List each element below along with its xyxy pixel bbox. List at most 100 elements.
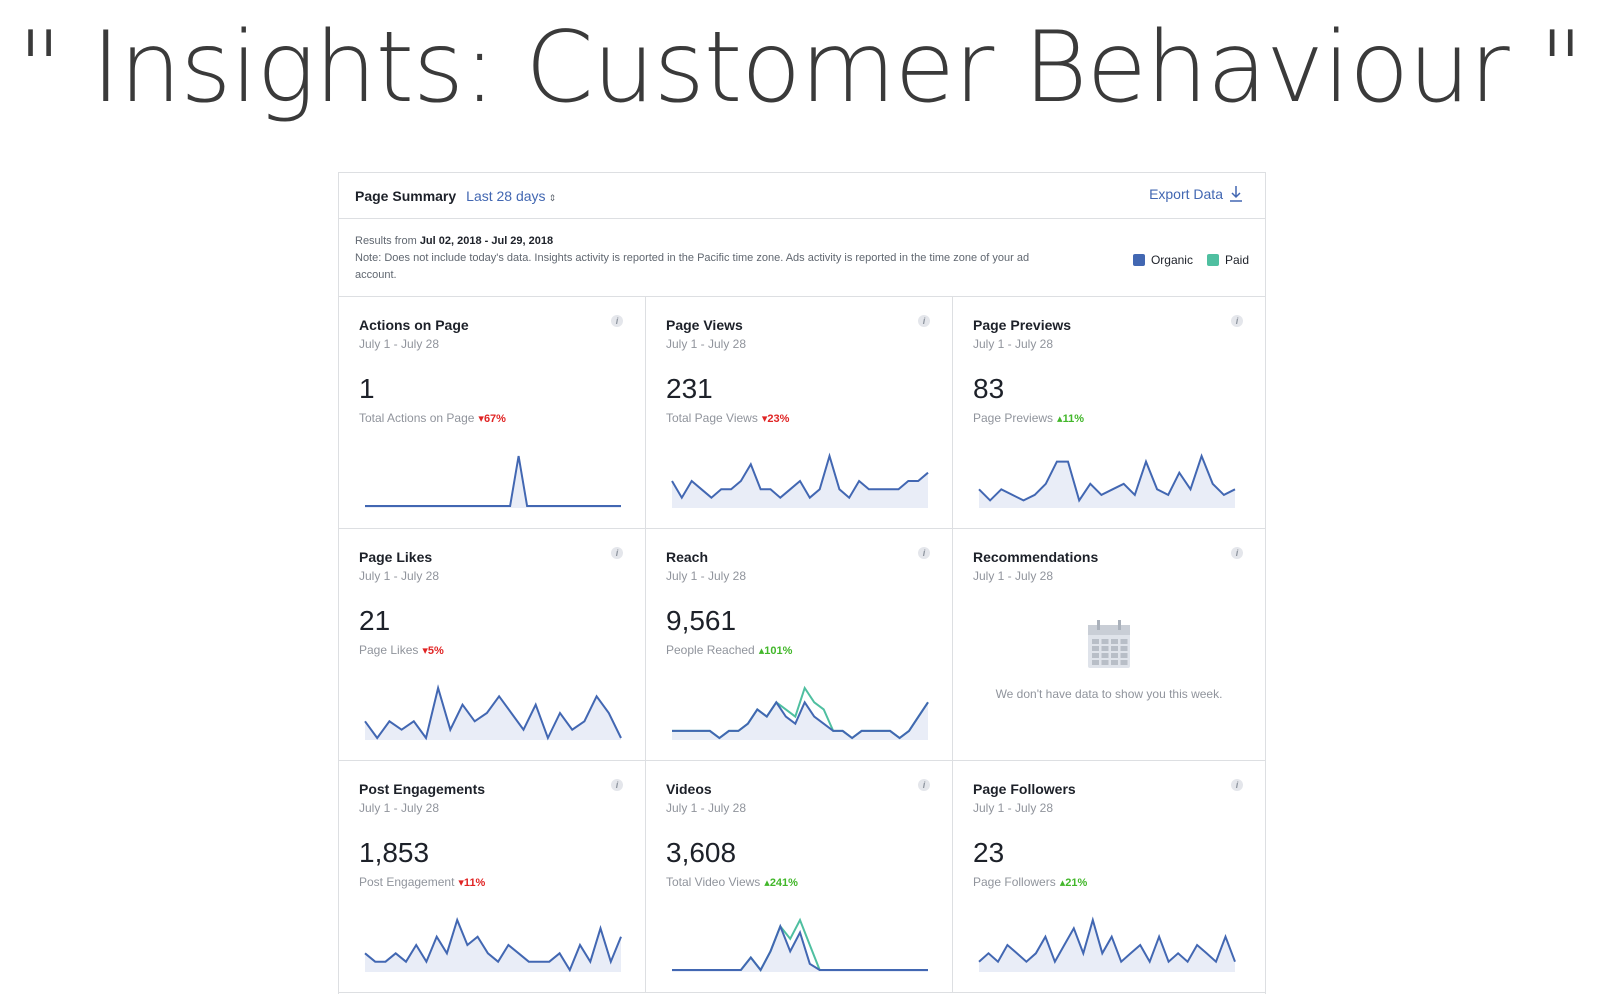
organic-line xyxy=(365,455,621,507)
organic-area xyxy=(979,456,1235,508)
metric-card[interactable]: Actions on Page July 1 - July 28 i 1 Total A… xyxy=(339,297,646,529)
sparkline-chart xyxy=(978,453,1236,508)
organic-line xyxy=(364,684,622,741)
legend: Organic Paid xyxy=(1119,253,1249,267)
metric-value: 1,853 xyxy=(359,837,430,868)
organic-line xyxy=(978,916,1236,965)
organic-area xyxy=(365,456,621,508)
panel-title: Page Summary xyxy=(355,187,457,204)
metric-label: Post Engagement xyxy=(359,875,455,889)
empty-state-text: We don't have data to show you this week… xyxy=(995,687,1223,701)
sparkline-chart xyxy=(364,684,622,741)
metric-caption: People Reached ▴101% xyxy=(666,643,932,657)
card-title: Recommendations xyxy=(973,549,1099,565)
metric-value: 23 xyxy=(973,837,1005,868)
metric-card[interactable]: Page Previews July 1 - July 28 i 83 Page Pre… xyxy=(953,297,1265,529)
page-summary-panel: Page Summary Last 28 days ⇕ Export Data R… xyxy=(338,172,1266,994)
card-title: Page Views xyxy=(666,317,743,333)
metric-card[interactable]: Page Followers July 1 - July 28 i 23 Page Fo… xyxy=(953,761,1265,993)
metric-label: Total Actions on Page xyxy=(359,411,475,425)
metric-card[interactable]: Post Engagements July 1 - July 28 i 1,853 Po… xyxy=(339,761,646,993)
metric-caption: Total Page Views ▾23% xyxy=(666,411,932,425)
card-dates: July 1 - July 28 xyxy=(666,337,747,351)
metric-value: 83 xyxy=(973,373,1005,404)
notes-section: Results from Jul 02, 2018 - Jul 29, 2018… xyxy=(339,219,1265,297)
info-icon[interactable]: i xyxy=(1231,779,1243,791)
metric-card[interactable]: Reach July 1 - July 28 i 9,561 People Reache… xyxy=(646,529,953,761)
organic-area xyxy=(672,926,928,972)
legend-organic-label: Organic xyxy=(1150,253,1193,267)
info-icon[interactable]: i xyxy=(611,547,623,559)
organic-area xyxy=(365,688,621,740)
metric-caption: Page Followers ▴21% xyxy=(973,875,1245,889)
info-icon[interactable]: i xyxy=(918,315,930,327)
export-data-label: Export Data xyxy=(1149,186,1223,202)
organic-line xyxy=(671,452,929,500)
info-icon[interactable]: i xyxy=(918,779,930,791)
metric-caption: Page Previews ▴11% xyxy=(973,411,1245,425)
paid-swatch xyxy=(1206,254,1219,266)
organic-line xyxy=(672,923,928,972)
card-title: Page Previews xyxy=(973,317,1072,333)
change-badge: ▾67% xyxy=(478,413,506,425)
metric-label: Page Followers xyxy=(973,875,1056,889)
results-range-dates: Jul 02, 2018 - Jul 29, 2018 xyxy=(419,235,554,247)
change-badge: ▾23% xyxy=(761,413,790,425)
metric-value: 1 xyxy=(359,373,375,404)
metric-card[interactable]: Recommendations July 1 - July 28 i We don'… xyxy=(953,529,1265,761)
date-range-selector[interactable]: Last 28 days ⇕ xyxy=(466,188,556,204)
card-dates: July 1 - July 28 xyxy=(359,337,440,351)
change-badge: ▾11% xyxy=(458,877,486,889)
metric-value: 3,608 xyxy=(666,837,737,868)
metric-card[interactable]: Page Views July 1 - July 28 i 231 Total Page… xyxy=(646,297,953,529)
export-data-button[interactable]: Export Data xyxy=(1149,185,1243,203)
card-dates: July 1 - July 28 xyxy=(359,569,440,583)
metric-label: People Reached xyxy=(666,643,755,657)
sparkline-chart xyxy=(365,455,621,508)
legend-paid-label: Paid xyxy=(1224,253,1249,267)
card-dates: July 1 - July 28 xyxy=(666,569,747,583)
card-title: Videos xyxy=(666,781,712,797)
organic-line xyxy=(978,453,1236,503)
legend-organic: Organic xyxy=(1132,253,1193,267)
metric-caption: Page Likes ▾5% xyxy=(359,643,625,657)
metric-card[interactable]: Videos July 1 - July 28 i 3,608 Total Video … xyxy=(646,761,953,993)
card-dates: July 1 - July 28 xyxy=(359,801,440,815)
change-badge: ▴101% xyxy=(758,645,793,657)
card-title: Post Engagements xyxy=(359,781,486,797)
sparkline-chart xyxy=(978,916,1236,972)
calendar-icon xyxy=(1088,620,1130,668)
info-icon[interactable]: i xyxy=(611,315,623,327)
metric-value: 9,561 xyxy=(666,605,737,636)
metric-caption: Total Actions on Page ▾67% xyxy=(359,411,625,425)
organic-area xyxy=(365,920,621,972)
download-icon xyxy=(1230,186,1242,202)
card-dates: July 1 - July 28 xyxy=(973,337,1054,351)
empty-state: We don't have data to show you this week… xyxy=(973,619,1245,702)
organic-line xyxy=(364,917,622,973)
sort-caret-icon: ⇕ xyxy=(548,192,557,203)
info-icon[interactable]: i xyxy=(918,547,930,559)
info-icon[interactable]: i xyxy=(1231,315,1243,327)
card-title: Reach xyxy=(666,549,709,565)
organic-area xyxy=(672,702,928,740)
slide-title: " Insights: Customer Behaviour " xyxy=(17,11,1584,125)
metric-label: Total Page Views xyxy=(666,411,758,425)
date-range-label: Last 28 days xyxy=(466,187,546,204)
organic-line xyxy=(672,700,929,740)
info-icon[interactable]: i xyxy=(1231,547,1243,559)
change-badge: ▴21% xyxy=(1059,877,1088,889)
metric-card[interactable]: Page Likes July 1 - July 28 i 21 Page Likes ▾… xyxy=(339,529,646,761)
results-prefix: Results from xyxy=(355,235,417,247)
metric-grid: Actions on Page July 1 - July 28 i 1 Total A… xyxy=(339,297,1265,993)
metric-caption: Post Engagement ▾11% xyxy=(359,875,625,889)
card-title: Actions on Page xyxy=(359,317,469,333)
change-badge: ▴11% xyxy=(1057,413,1084,425)
card-title: Page Followers xyxy=(973,781,1076,797)
info-icon[interactable]: i xyxy=(611,779,623,791)
results-range: Results from Jul 02, 2018 - Jul 29, 2018 xyxy=(355,233,1065,250)
metric-caption: Total Video Views ▴241% xyxy=(666,875,932,889)
organic-swatch xyxy=(1132,254,1145,266)
change-badge: ▾5% xyxy=(422,645,444,657)
card-dates: July 1 - July 28 xyxy=(666,801,747,815)
